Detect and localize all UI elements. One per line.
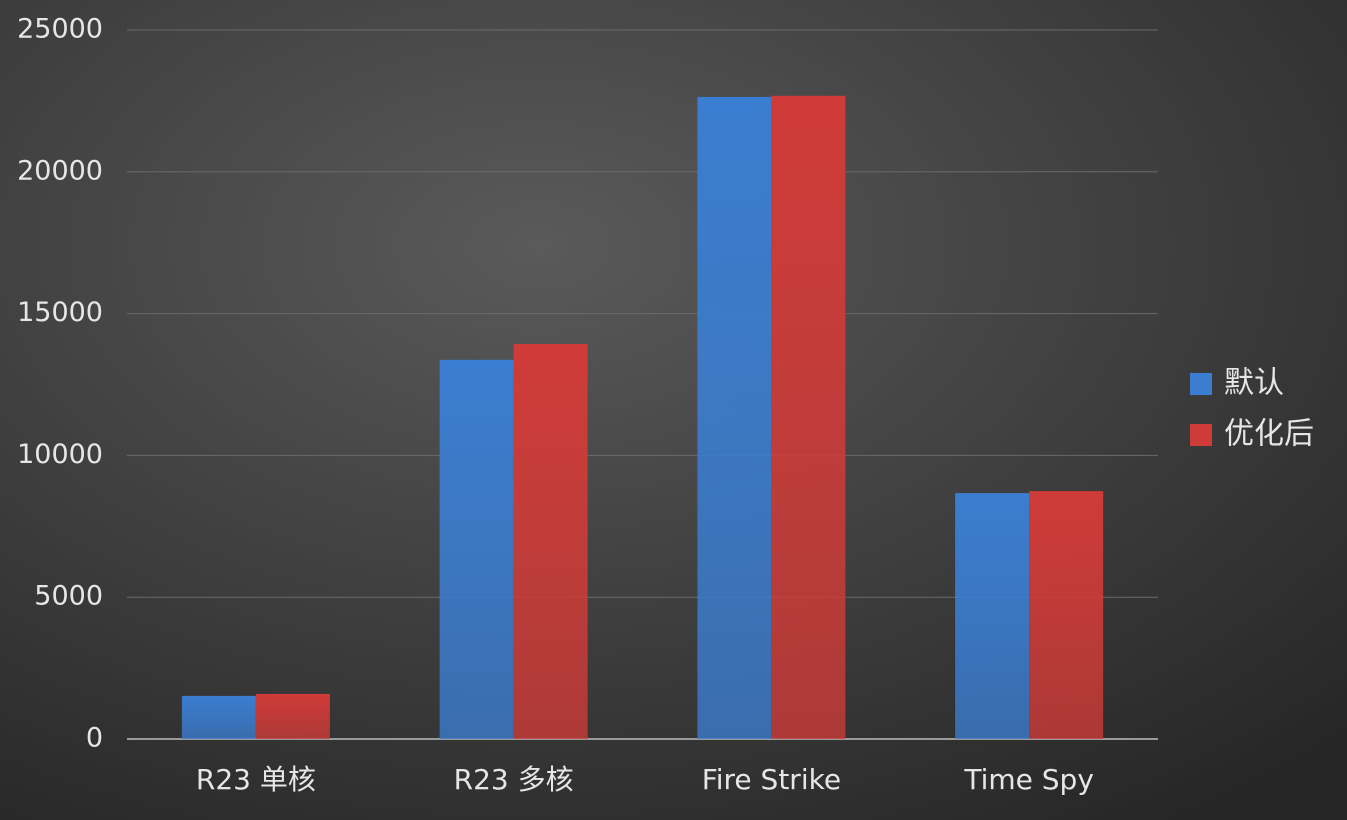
y-tick-label: 15000 — [17, 297, 103, 328]
x-tick-label: Time Spy — [963, 763, 1094, 796]
legend-swatch — [1190, 424, 1212, 446]
y-tick-label: 20000 — [17, 155, 103, 186]
legend-label: 默认 — [1224, 366, 1284, 401]
x-tick-label: R23 多核 — [454, 763, 574, 796]
legend-swatch — [1190, 373, 1212, 395]
bar — [697, 96, 772, 739]
bar — [1029, 491, 1104, 739]
bar — [771, 95, 846, 740]
y-tick-label: 0 — [86, 723, 103, 754]
legend-label: 优化后 — [1224, 417, 1314, 452]
bar — [513, 343, 588, 739]
bar — [955, 493, 1030, 739]
bar — [181, 695, 256, 739]
y-tick-label: 5000 — [34, 581, 103, 612]
bar — [439, 359, 514, 739]
x-tick-label: Fire Strike — [702, 763, 841, 796]
y-tick-label: 10000 — [17, 439, 103, 470]
bar — [255, 693, 330, 739]
x-tick-label: R23 单核 — [196, 763, 316, 796]
y-tick-label: 25000 — [17, 14, 103, 45]
